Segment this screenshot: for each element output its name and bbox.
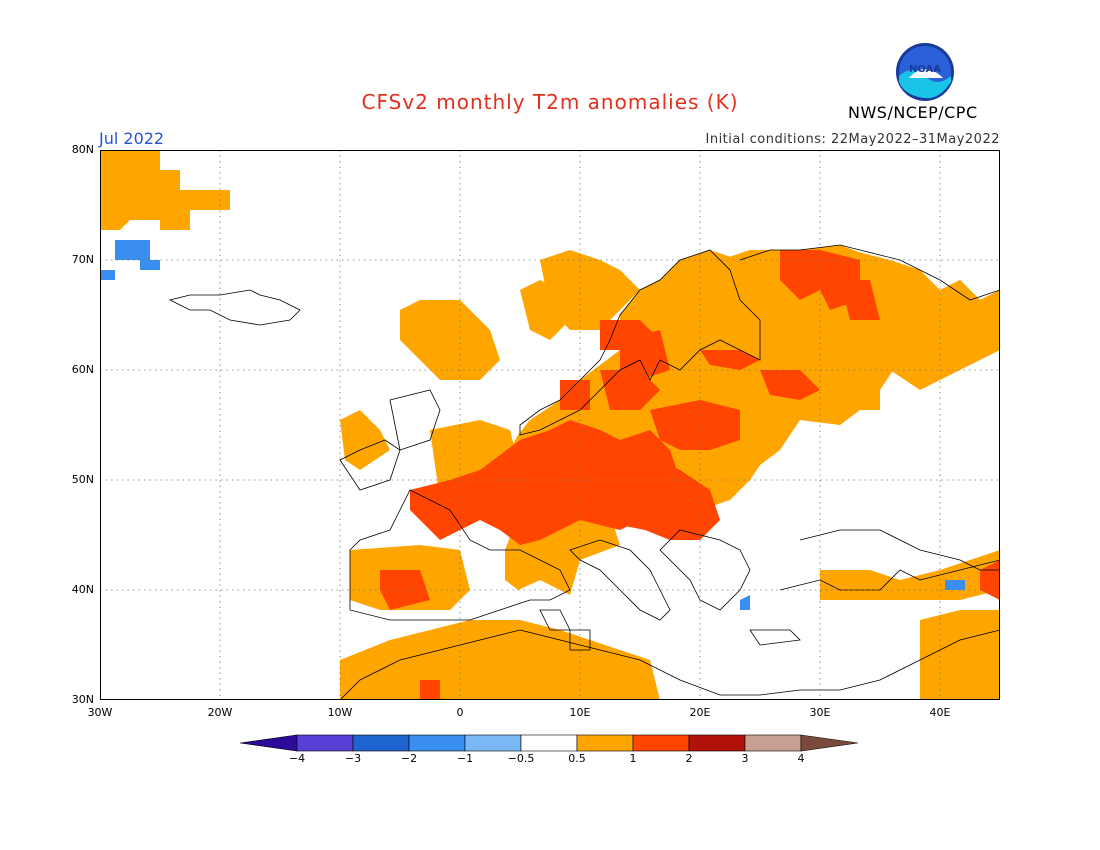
lon-label-30E: 30E bbox=[809, 706, 831, 719]
colorbar-label: 0.5 bbox=[568, 752, 586, 765]
lon-label-20W: 20W bbox=[207, 706, 233, 719]
noaa-logo-text: NOAA bbox=[909, 64, 941, 75]
lon-label-30W: 30W bbox=[87, 706, 113, 719]
colorbar-swatch bbox=[520, 734, 578, 752]
colorbar-label: −4 bbox=[288, 752, 306, 765]
lon-label-40E: 40E bbox=[929, 706, 951, 719]
lat-label-70N: 70N bbox=[71, 253, 94, 266]
colorbar-swatch bbox=[296, 734, 354, 752]
colorbar-label: −2 bbox=[400, 752, 418, 765]
lat-label-50N: 50N bbox=[71, 473, 94, 486]
colorbar-label: −1 bbox=[456, 752, 474, 765]
initial-conditions: Initial conditions: 22May2022–31May2022 bbox=[705, 132, 1000, 147]
lat-label-40N: 40N bbox=[71, 583, 94, 596]
colorbar-label: 4 bbox=[797, 752, 805, 765]
colorbar-swatch bbox=[576, 734, 634, 752]
colorbar-segments bbox=[240, 734, 859, 752]
colorbar-label: 1 bbox=[629, 752, 637, 765]
colorbar-swatch bbox=[464, 734, 522, 752]
colorbar-label: −3 bbox=[344, 752, 362, 765]
noaa-logo-icon: NOAA bbox=[896, 43, 954, 101]
lat-label-30N: 30N bbox=[71, 693, 94, 706]
colorbar-arrow-low bbox=[240, 734, 298, 752]
colorbar-swatch bbox=[352, 734, 410, 752]
colorbar-swatch bbox=[632, 734, 690, 752]
colorbar-label: 3 bbox=[741, 752, 749, 765]
graticule bbox=[100, 150, 1000, 700]
colorbar-swatch bbox=[688, 734, 746, 752]
map-title: CFSv2 monthly T2m anomalies (K) bbox=[361, 90, 739, 114]
colorbar-label: −0.5 bbox=[507, 752, 535, 765]
colorbar-label: 2 bbox=[685, 752, 693, 765]
lat-label-60N: 60N bbox=[71, 363, 94, 376]
lon-label-10E: 10E bbox=[569, 706, 591, 719]
colorbar bbox=[240, 734, 859, 752]
organization-label: NWS/NCEP/CPC bbox=[848, 103, 978, 122]
anomaly-map bbox=[100, 150, 1000, 700]
lon-label-0: 0 bbox=[456, 706, 464, 719]
anomaly-region-negative bbox=[100, 240, 965, 610]
lon-label-20E: 20E bbox=[689, 706, 711, 719]
colorbar-swatch bbox=[408, 734, 466, 752]
lat-label-80N: 80N bbox=[71, 143, 94, 156]
colorbar-arrow-high bbox=[800, 734, 859, 752]
lon-label-10W: 10W bbox=[327, 706, 353, 719]
colorbar-swatch bbox=[744, 734, 802, 752]
forecast-month: Jul 2022 bbox=[99, 129, 165, 148]
